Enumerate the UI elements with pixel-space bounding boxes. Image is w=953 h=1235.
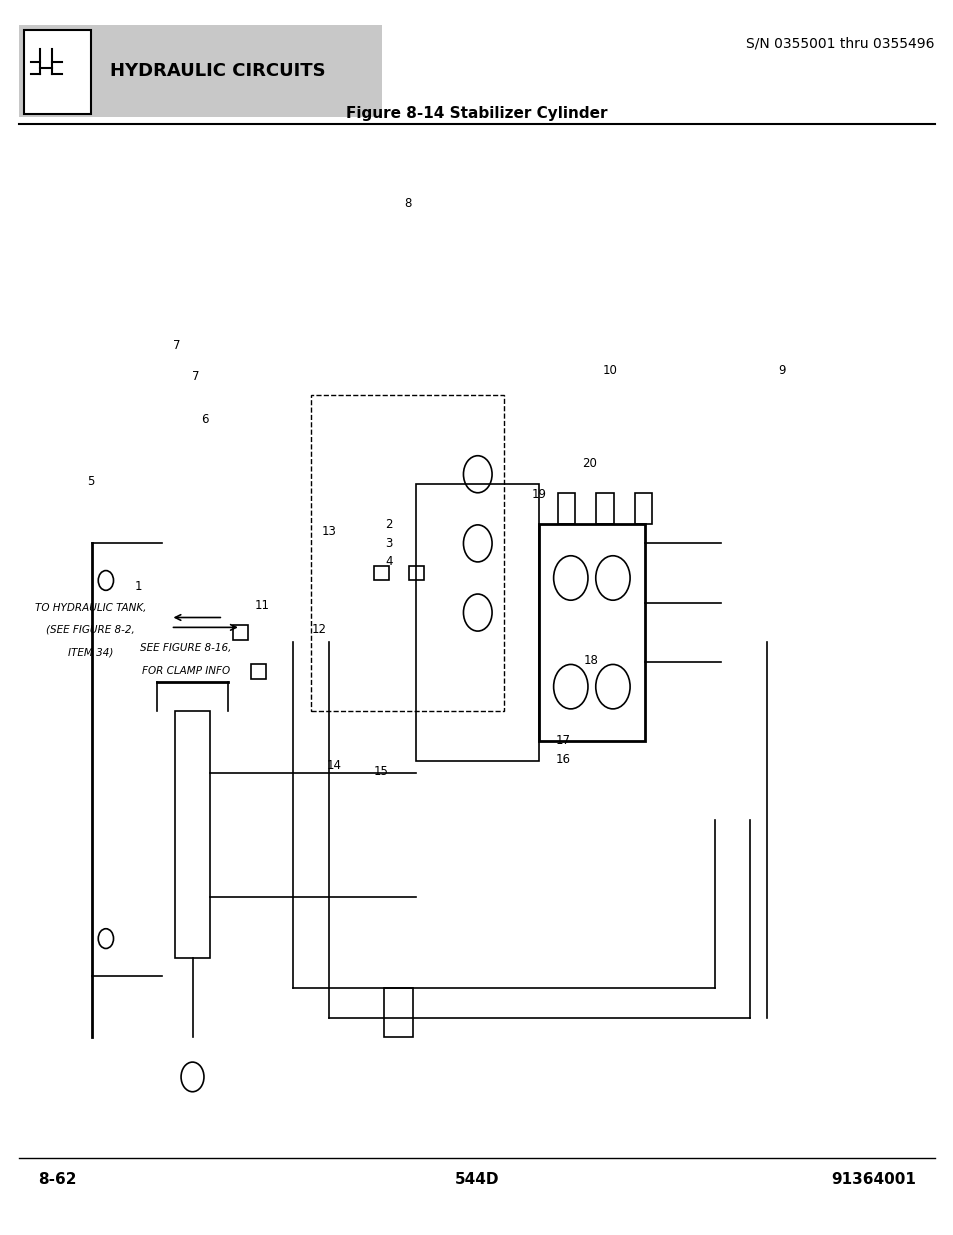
Text: 12: 12 bbox=[312, 624, 327, 636]
Text: 17: 17 bbox=[555, 735, 570, 747]
Text: 15: 15 bbox=[374, 766, 389, 778]
Text: 20: 20 bbox=[581, 457, 597, 469]
Text: SEE FIGURE 8-16,: SEE FIGURE 8-16, bbox=[140, 643, 232, 653]
Text: 2: 2 bbox=[385, 519, 393, 531]
Bar bbox=[558, 493, 575, 524]
Bar bbox=[416, 484, 538, 761]
Bar bbox=[408, 566, 423, 580]
Bar bbox=[251, 664, 266, 679]
Text: 544D: 544D bbox=[455, 1172, 498, 1187]
Text: 8-62: 8-62 bbox=[38, 1172, 76, 1187]
Bar bbox=[634, 493, 651, 524]
Bar bbox=[24, 30, 91, 114]
Text: 10: 10 bbox=[602, 364, 618, 377]
Text: 14: 14 bbox=[326, 760, 341, 772]
Text: 1: 1 bbox=[134, 580, 142, 593]
Text: 4: 4 bbox=[385, 556, 393, 568]
Text: S/N 0355001 thru 0355496: S/N 0355001 thru 0355496 bbox=[745, 36, 934, 51]
Text: 7: 7 bbox=[172, 340, 180, 352]
Text: Figure 8-14 Stabilizer Cylinder: Figure 8-14 Stabilizer Cylinder bbox=[346, 106, 607, 121]
Text: 13: 13 bbox=[321, 525, 336, 537]
Text: 9: 9 bbox=[778, 364, 785, 377]
Text: 3: 3 bbox=[385, 537, 393, 550]
Bar bbox=[311, 395, 503, 711]
Text: 8: 8 bbox=[404, 198, 412, 210]
Text: (SEE FIGURE 8-2,: (SEE FIGURE 8-2, bbox=[46, 625, 135, 635]
Bar bbox=[19, 25, 381, 117]
Bar bbox=[174, 711, 210, 958]
Text: FOR CLAMP INFO: FOR CLAMP INFO bbox=[142, 666, 230, 676]
Text: 5: 5 bbox=[87, 475, 94, 488]
Text: HYDRAULIC CIRCUITS: HYDRAULIC CIRCUITS bbox=[110, 62, 325, 80]
Text: 19: 19 bbox=[531, 488, 546, 500]
Text: 6: 6 bbox=[201, 414, 209, 426]
Text: 18: 18 bbox=[583, 655, 598, 667]
Bar bbox=[233, 625, 248, 640]
Bar bbox=[384, 988, 413, 1037]
Bar bbox=[596, 493, 613, 524]
Bar bbox=[538, 524, 644, 741]
Text: 91364001: 91364001 bbox=[830, 1172, 915, 1187]
Text: TO HYDRAULIC TANK,: TO HYDRAULIC TANK, bbox=[35, 603, 146, 613]
Bar bbox=[374, 566, 389, 580]
Text: 11: 11 bbox=[254, 599, 270, 611]
Text: 7: 7 bbox=[192, 370, 199, 383]
Text: ITEM 34): ITEM 34) bbox=[68, 647, 113, 657]
Text: 16: 16 bbox=[555, 753, 570, 766]
